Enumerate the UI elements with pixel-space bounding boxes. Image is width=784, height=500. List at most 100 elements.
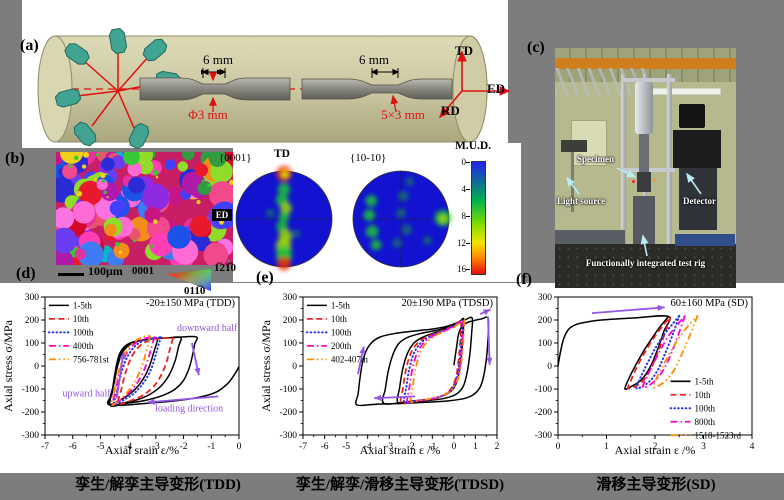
panel-label-b: (b) bbox=[5, 150, 25, 167]
svg-text:upward half: upward half bbox=[63, 388, 112, 399]
svg-text:300: 300 bbox=[538, 293, 553, 303]
svg-text:0: 0 bbox=[556, 442, 561, 452]
svg-text:-2: -2 bbox=[180, 442, 188, 452]
svg-text:402-407th: 402-407th bbox=[331, 355, 368, 365]
ipf-corner-1210: 1̅21̅0 bbox=[214, 262, 236, 274]
svg-text:-300: -300 bbox=[280, 431, 298, 441]
scale-bar-label: 100μm bbox=[88, 264, 123, 278]
rig-crossbar-top bbox=[621, 78, 675, 82]
svg-text:1: 1 bbox=[604, 442, 609, 452]
svg-text:0: 0 bbox=[547, 362, 552, 372]
mud-tick-16: 16 bbox=[457, 264, 466, 274]
detector-label: Detector bbox=[683, 196, 716, 206]
detector-stand bbox=[679, 168, 717, 230]
svg-text:Axial srain ε/%: Axial srain ε/% bbox=[105, 443, 179, 457]
svg-text:-20±150 MPa (TDD): -20±150 MPa (TDD) bbox=[146, 298, 236, 309]
svg-text:200th: 200th bbox=[331, 341, 352, 351]
pole-figure-2-title: {10-10} bbox=[350, 152, 387, 164]
svg-text:10th: 10th bbox=[695, 390, 712, 400]
chart-tdd: -7 -6 -5 -4 -3 -2 -1 0 -300 -200 -100 0 100 200 300 Axi… bbox=[1, 293, 242, 457]
panel-label-e: (e) bbox=[256, 269, 274, 286]
svg-text:-100: -100 bbox=[280, 385, 298, 395]
axis-td-label: TD bbox=[455, 43, 474, 58]
gauge-length-label-1: 6 mm bbox=[203, 52, 233, 67]
mud-tick-8: 8 bbox=[461, 211, 467, 221]
svg-text:400th: 400th bbox=[73, 341, 94, 351]
mud-tick-12: 12 bbox=[457, 238, 466, 248]
blue-equipment bbox=[675, 234, 735, 246]
chart-sd: 0 1 2 3 4 -300 -200 -100 0 100 200 300 Axial strain … bbox=[535, 293, 755, 457]
ipf-color-triangle bbox=[166, 269, 211, 291]
svg-text:Axial stress σ/MPa: Axial stress σ/MPa bbox=[1, 319, 15, 411]
panel-label-c: (c) bbox=[527, 39, 545, 56]
svg-text:-5: -5 bbox=[342, 442, 350, 452]
svg-text:10th: 10th bbox=[73, 314, 90, 324]
axis-rd-label: RD bbox=[441, 103, 460, 118]
panel-label-f: (f) bbox=[516, 271, 532, 288]
svg-text:-7: -7 bbox=[299, 442, 307, 452]
svg-text:-2: -2 bbox=[407, 442, 415, 452]
load-train bbox=[639, 134, 649, 172]
svg-text:-4: -4 bbox=[124, 442, 132, 452]
orange-indicator bbox=[653, 179, 656, 182]
svg-text:100th: 100th bbox=[73, 328, 94, 338]
svg-text:20±190 MPa (TDSD): 20±190 MPa (TDSD) bbox=[401, 298, 493, 309]
red-callout-arrows bbox=[209, 72, 399, 113]
svg-text:100: 100 bbox=[25, 339, 40, 349]
caption-tdd: 孪生/解孪主导变形(TDD) bbox=[75, 477, 241, 493]
svg-text:-200: -200 bbox=[22, 408, 40, 418]
svg-text:-100: -100 bbox=[535, 385, 553, 395]
photo-annotation-arrows bbox=[566, 167, 702, 257]
light-source-label: Light source bbox=[557, 196, 606, 206]
svg-text:Axial stress σ/MPa: Axial stress σ/MPa bbox=[259, 319, 273, 411]
round-specimen bbox=[139, 77, 291, 101]
svg-text:downward half: downward half bbox=[177, 323, 238, 334]
svg-text:0: 0 bbox=[452, 442, 457, 452]
orange-beam bbox=[555, 58, 736, 69]
svg-text:Axial strain ε /%: Axial strain ε /% bbox=[360, 443, 441, 457]
svg-text:1518-1523rd: 1518-1523rd bbox=[695, 430, 742, 440]
flat-specimen bbox=[301, 78, 453, 100]
rig-column-left bbox=[621, 74, 626, 288]
svg-text:4: 4 bbox=[750, 442, 755, 452]
svg-text:300: 300 bbox=[283, 293, 298, 303]
ed-direction-chip: ED bbox=[212, 209, 232, 221]
experiment-photo: Specimen Light source Detector Functiona… bbox=[555, 48, 736, 288]
svg-text:-1: -1 bbox=[207, 442, 215, 452]
side-table bbox=[555, 230, 625, 246]
gauge-dimension-arrows bbox=[201, 68, 400, 78]
scale-bar bbox=[58, 273, 84, 276]
svg-text:0: 0 bbox=[237, 442, 242, 452]
mud-colorbar bbox=[471, 161, 486, 275]
svg-text:Axial strain ε /%: Axial strain ε /% bbox=[615, 443, 696, 457]
svg-text:1: 1 bbox=[473, 442, 478, 452]
svg-text:loading direction: loading direction bbox=[155, 404, 223, 415]
pole-figure-1-title: {0001} bbox=[219, 152, 252, 164]
svg-text:3: 3 bbox=[701, 442, 706, 452]
mud-tick-4: 4 bbox=[461, 184, 467, 194]
svg-text:1-5th: 1-5th bbox=[331, 301, 350, 311]
panel-label-d: (d) bbox=[16, 265, 36, 282]
svg-text:-200: -200 bbox=[280, 408, 298, 418]
svg-text:200: 200 bbox=[538, 316, 553, 326]
svg-text:1-5th: 1-5th bbox=[73, 301, 92, 311]
svg-text:100th: 100th bbox=[695, 403, 716, 413]
svg-text:-3: -3 bbox=[385, 442, 393, 452]
svg-text:-1: -1 bbox=[428, 442, 436, 452]
specimen-in-rig bbox=[637, 172, 651, 192]
svg-text:100th: 100th bbox=[331, 328, 352, 338]
light-source-device bbox=[561, 140, 587, 152]
test-rig-label: Functionally integrated test rig bbox=[585, 258, 706, 268]
round-gauge-diameter-label: Φ3 mm bbox=[188, 107, 228, 122]
svg-text:-4: -4 bbox=[364, 442, 372, 452]
svg-text:60±160 MPa (SD): 60±160 MPa (SD) bbox=[670, 298, 748, 309]
mud-title: M.U.D. bbox=[455, 140, 492, 152]
cable-tray bbox=[555, 68, 647, 96]
svg-text:-200: -200 bbox=[535, 408, 553, 418]
detector-camera bbox=[679, 104, 705, 128]
svg-text:100: 100 bbox=[538, 339, 553, 349]
pole-td-label: TD bbox=[274, 148, 290, 160]
axis-ed-label: ED bbox=[487, 81, 506, 96]
svg-text:-100: -100 bbox=[22, 385, 40, 395]
svg-text:800th: 800th bbox=[695, 417, 716, 427]
